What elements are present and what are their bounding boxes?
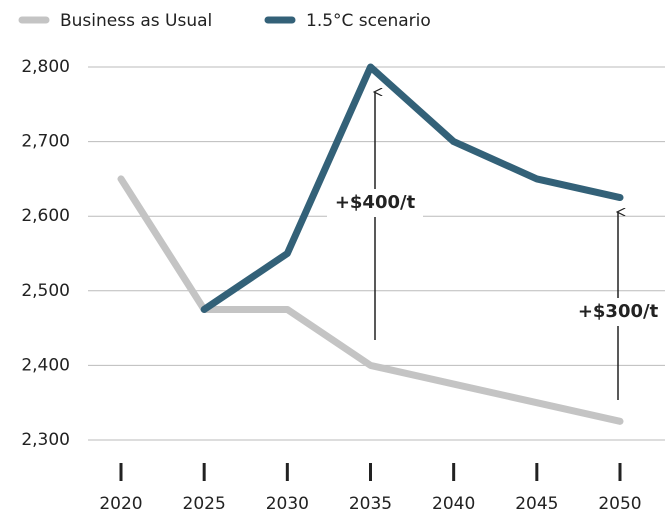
annotation-box	[570, 298, 665, 326]
x-tick-label: 2020	[99, 494, 142, 514]
series-line	[200, 63, 624, 313]
x-tick-label: 2040	[432, 494, 475, 514]
y-tick-label: 2,800	[21, 57, 70, 77]
y-tick-label: 2,400	[21, 355, 70, 375]
y-tick-label: 2,500	[21, 281, 70, 301]
x-tick-label: 2045	[515, 494, 558, 514]
x-tick-label: 2025	[183, 494, 226, 514]
annotation-box	[327, 189, 423, 217]
legend-label: 1.5°C scenario	[306, 11, 431, 31]
y-tick-label: 2,700	[21, 132, 70, 152]
annotation: +$400/t	[335, 192, 416, 213]
y-tick-label: 2,300	[21, 430, 70, 450]
x-tick-label: 2035	[349, 494, 392, 514]
x-tick-label: 2030	[266, 494, 309, 514]
annotation: +$300/t	[578, 301, 659, 322]
y-tick-label: 2,600	[21, 206, 70, 226]
legend-label: Business as Usual	[60, 11, 212, 31]
x-tick-label: 2050	[598, 494, 641, 514]
